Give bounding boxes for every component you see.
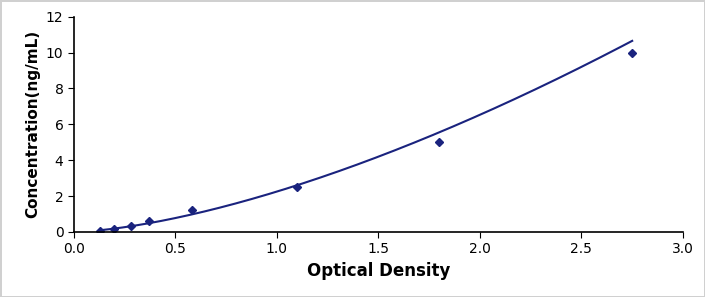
Y-axis label: Concentration(ng/mL): Concentration(ng/mL): [25, 30, 40, 218]
X-axis label: Optical Density: Optical Density: [307, 262, 450, 280]
